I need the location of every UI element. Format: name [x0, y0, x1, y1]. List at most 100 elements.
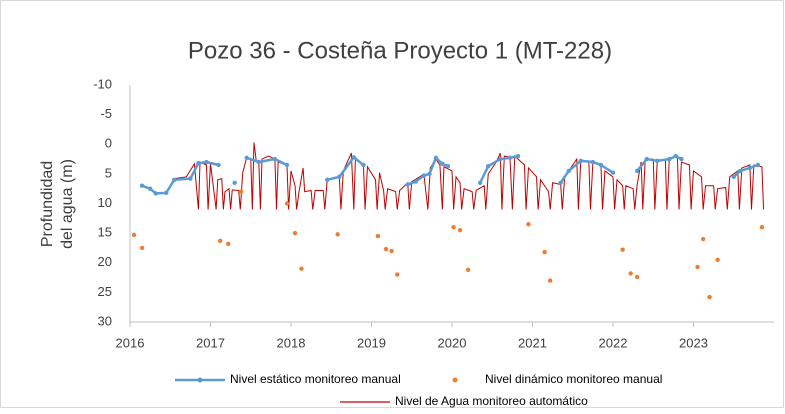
scatter-point: [299, 266, 304, 271]
series-marker: [498, 156, 503, 162]
series-marker: [272, 156, 278, 162]
series-marker: [164, 190, 169, 196]
y-axis-title: Profundidad: [39, 161, 56, 247]
series-marker: [477, 180, 483, 185]
series-marker: [337, 174, 342, 180]
chart-title: Pozo 36 - Costeña Proyecto 1 (MT-228): [188, 37, 612, 64]
scatter-point: [695, 264, 700, 270]
series-marker: [188, 176, 193, 181]
y-tick-label: 0: [105, 136, 112, 151]
series-marker: [558, 180, 563, 185]
scatter-point: [759, 225, 765, 230]
series-marker: [256, 159, 261, 165]
series-marker: [673, 153, 678, 159]
x-tick-label: 2019: [357, 335, 386, 350]
series-marker: [590, 159, 596, 165]
series-marker: [433, 155, 439, 161]
series-marker: [153, 191, 158, 196]
y-tick-label: 10: [98, 195, 112, 210]
series-marker: [147, 186, 153, 191]
y-tick-label: 15: [98, 225, 112, 240]
series-marker: [515, 153, 521, 159]
series-marker: [139, 183, 145, 188]
series-marker: [679, 156, 684, 162]
legend-label: Nivel de Agua monitoreo automático: [395, 394, 588, 408]
scatter-point: [238, 189, 244, 194]
series-marker: [284, 162, 290, 168]
series-marker: [578, 158, 583, 164]
scatter-point: [335, 232, 340, 237]
scatter-point: [139, 245, 145, 251]
scatter-point: [620, 247, 625, 252]
y-tick-label: 30: [98, 313, 112, 328]
series-marker: [204, 159, 209, 165]
series-marker: [634, 168, 640, 174]
scatter-point: [465, 267, 471, 273]
scatter-point: [548, 278, 553, 283]
series-marker: [172, 177, 177, 182]
series-marker: [196, 161, 201, 166]
scatter-point: [383, 246, 389, 252]
series-marker: [731, 174, 736, 180]
scatter-point: [715, 257, 720, 262]
scatter-point: [451, 225, 456, 230]
scatter-point: [292, 230, 298, 236]
series-marker: [421, 173, 427, 178]
scatter-point: [700, 236, 706, 242]
scatter-point: [284, 201, 290, 206]
x-tick-label: 2016: [116, 335, 145, 350]
scatter-point: [628, 271, 633, 276]
series-marker: [351, 155, 356, 160]
series-marker: [427, 171, 432, 177]
scatter-point: [217, 238, 223, 244]
x-tick-label: 2021: [518, 335, 547, 350]
legend-label: Nivel estático monitoreo manual: [230, 372, 401, 386]
y-tick-label: -5: [100, 106, 112, 121]
series-marker: [232, 180, 237, 185]
series-marker: [486, 163, 491, 169]
scatter-point: [395, 272, 400, 277]
y-tick-label: 5: [105, 165, 112, 180]
scatter-point: [457, 227, 463, 233]
scatter-point: [542, 249, 547, 255]
x-tick-label: 2022: [599, 335, 628, 350]
scatter-point: [375, 233, 381, 239]
series-marker: [405, 182, 410, 187]
x-tick-label: 2018: [277, 335, 306, 350]
legend-marker: [197, 377, 203, 383]
scatter-point: [131, 232, 137, 238]
series-marker: [755, 162, 761, 168]
series-marker: [507, 155, 513, 161]
scatter-point: [707, 294, 712, 300]
series-marker: [598, 162, 604, 168]
series-marker: [413, 179, 418, 184]
series-marker: [644, 156, 650, 162]
series-marker: [244, 155, 249, 161]
y-tick-label: 25: [98, 284, 112, 299]
series-marker: [610, 170, 616, 175]
series-marker: [361, 162, 366, 168]
scatter-point: [226, 241, 231, 246]
scatter-point: [389, 248, 394, 254]
legend-marker: [452, 377, 458, 383]
series-marker: [667, 156, 672, 162]
series-marker: [445, 163, 451, 169]
series-marker: [440, 161, 445, 167]
y-axis-title: del agua (m): [59, 159, 76, 249]
legend-label: Nivel dinámico monitoreo manual: [485, 372, 662, 386]
y-tick-label: -10: [93, 76, 112, 91]
series-marker: [216, 162, 221, 168]
series-marker: [655, 158, 660, 164]
series-marker: [566, 168, 571, 174]
x-tick-label: 2017: [196, 335, 225, 350]
series-marker: [325, 177, 330, 182]
y-tick-label: 20: [98, 254, 112, 269]
x-tick-label: 2020: [438, 335, 467, 350]
scatter-point: [526, 222, 531, 227]
series-marker: [747, 165, 753, 171]
scatter-point: [634, 274, 640, 280]
series-marker: [737, 168, 743, 174]
x-tick-label: 2023: [679, 335, 708, 350]
